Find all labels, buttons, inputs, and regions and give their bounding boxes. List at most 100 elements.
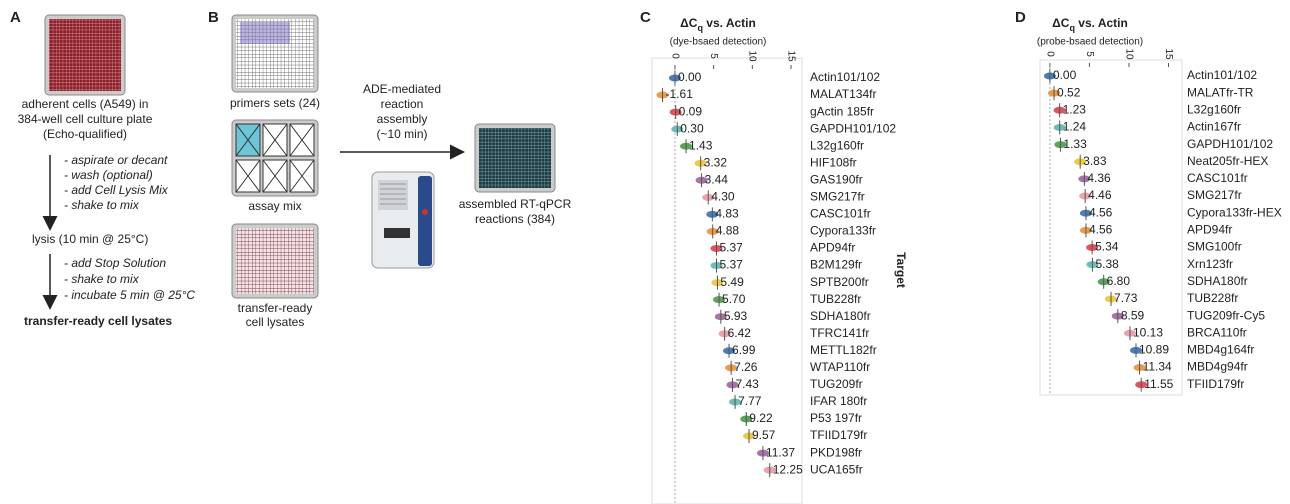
value-label: 4.46	[1088, 188, 1112, 202]
category-label: HIF108fr	[810, 155, 857, 169]
x-tick-label: 5	[708, 53, 719, 59]
caption: cell lysates	[246, 315, 305, 329]
value-label: 3.44	[705, 172, 729, 186]
category-label: Actin101/102	[810, 70, 880, 84]
category-label: SDHA180fr	[1187, 274, 1248, 288]
category-label: L32g160fr	[1187, 102, 1241, 116]
arrow-text: ADE-mediated	[363, 82, 441, 96]
category-label: Actin167fr	[1187, 120, 1241, 134]
category-label: Actin101/102	[1187, 68, 1257, 82]
category-label: METTL182fr	[810, 343, 877, 357]
value-label: 4.36	[1087, 171, 1111, 185]
category-label: TFRC141fr	[810, 326, 869, 340]
value-label: 10.89	[1139, 343, 1169, 357]
value-label: 11.37	[766, 445, 795, 459]
value-label: 5.37	[720, 241, 744, 255]
value-label: 11.34	[1143, 360, 1172, 374]
category-label: SDHA180fr	[810, 309, 871, 323]
value-label: 5.38	[1095, 257, 1119, 271]
result: transfer-ready cell lysates	[24, 314, 172, 328]
panel-label: B	[208, 9, 219, 26]
title-part: vs. Actin	[1075, 16, 1128, 30]
category-label: MBD4g164fr	[1187, 343, 1254, 357]
value-label: 5.37	[720, 258, 744, 272]
caption: adherent cells (A549) in	[22, 97, 149, 111]
value-label: 5.70	[722, 292, 746, 306]
value-label: 10.13	[1133, 325, 1163, 339]
value-label: 1.33	[1063, 137, 1087, 151]
category-label: PKD198fr	[810, 445, 862, 459]
category-label: Cypora133fr-HEX	[1187, 205, 1282, 219]
value-label: 6.42	[728, 326, 752, 340]
category-label: IFAR 180fr	[810, 394, 867, 408]
plate-wells	[236, 228, 314, 294]
caption: assembled RT-qPCR	[459, 197, 572, 211]
value-label: 1.43	[689, 138, 713, 152]
value-label: 9.22	[749, 411, 773, 425]
reservoirs	[235, 123, 315, 193]
category-label: TUB228fr	[1187, 291, 1238, 305]
value-label: 5.34	[1095, 240, 1119, 254]
category-label: gActin 185fr	[810, 104, 874, 118]
value-label: 1.24	[1063, 120, 1087, 134]
title-part: ΔC	[680, 16, 698, 30]
value-label: 6.80	[1107, 274, 1131, 288]
step: - aspirate or decant	[64, 153, 168, 167]
category-label: APD94fr	[810, 241, 855, 255]
value-label: 0.30	[680, 121, 704, 135]
arrow-text: (~10 min)	[376, 127, 427, 141]
category-label: GAS190fr	[810, 172, 863, 186]
value-label: 0.00	[678, 70, 702, 84]
x-tick-label: 15	[1163, 48, 1174, 60]
category-label: UCA165fr	[810, 462, 863, 476]
plate-wells	[49, 19, 121, 91]
category-label: SPTB200fr	[810, 275, 869, 289]
category-label: MBD4g94fr	[1187, 360, 1248, 374]
step: - wash (optional)	[64, 168, 153, 182]
category-label: MALAT134fr	[810, 87, 876, 101]
value-label: 4.83	[715, 207, 739, 221]
caption: primers sets (24)	[230, 96, 320, 110]
value-label: 7.26	[734, 360, 758, 374]
x-tick-label: 10	[1123, 48, 1134, 60]
category-label: BRCA110fr	[1187, 325, 1247, 339]
value-label: 11.55	[1144, 377, 1173, 391]
x-tick-label: 15	[785, 50, 796, 62]
category-label: TUG209fr-Cy5	[1187, 308, 1265, 322]
chart-subtitle: (dye-bsaed detection)	[670, 37, 767, 48]
step: - add Stop Solution	[64, 256, 166, 270]
plate-wells	[479, 128, 551, 188]
x-tick-label: 0	[1044, 51, 1055, 57]
value-label: 5.93	[724, 309, 748, 323]
value-label: 3.32	[704, 155, 728, 169]
category-label: L32g160fr	[810, 138, 864, 152]
value-label: 4.88	[716, 224, 740, 238]
category-label: TFIID179fr	[1187, 377, 1244, 391]
chart-subtitle: (probe-bsaed detection)	[1037, 37, 1143, 48]
category-label: GAPDH101/102	[1187, 137, 1273, 151]
step: - shake to mix	[64, 198, 140, 212]
value-label: 0.52	[1057, 85, 1081, 99]
chart-title: ΔCq vs. Actin	[680, 16, 756, 33]
category-label: MALATfr-TR	[1187, 85, 1254, 99]
value-label: 12.25	[773, 462, 803, 476]
step: lysis (10 min @ 25°C)	[32, 232, 148, 246]
value-label: 7.77	[738, 394, 762, 408]
category-label: Neat205fr-HEX	[1187, 154, 1268, 168]
category-label: TFIID179fr	[810, 428, 867, 442]
value-label: 1.23	[1063, 102, 1087, 116]
arrow-text: reaction	[381, 97, 424, 111]
title-part: vs. Actin	[703, 16, 756, 30]
title-part: q	[1069, 23, 1075, 33]
instrument	[371, 171, 435, 269]
category-label: GAPDH101/102	[810, 121, 896, 135]
primer-wells	[240, 22, 290, 44]
value-label: 4.56	[1089, 223, 1113, 237]
category-label: SMG217fr	[1187, 188, 1242, 202]
category-label: SMG100fr	[1187, 240, 1242, 254]
arrow-text: assembly	[377, 112, 428, 126]
step: - incubate 5 min @ 25°C	[64, 288, 195, 302]
value-label: 8.59	[1121, 308, 1145, 322]
value-label: 9.57	[752, 428, 776, 442]
